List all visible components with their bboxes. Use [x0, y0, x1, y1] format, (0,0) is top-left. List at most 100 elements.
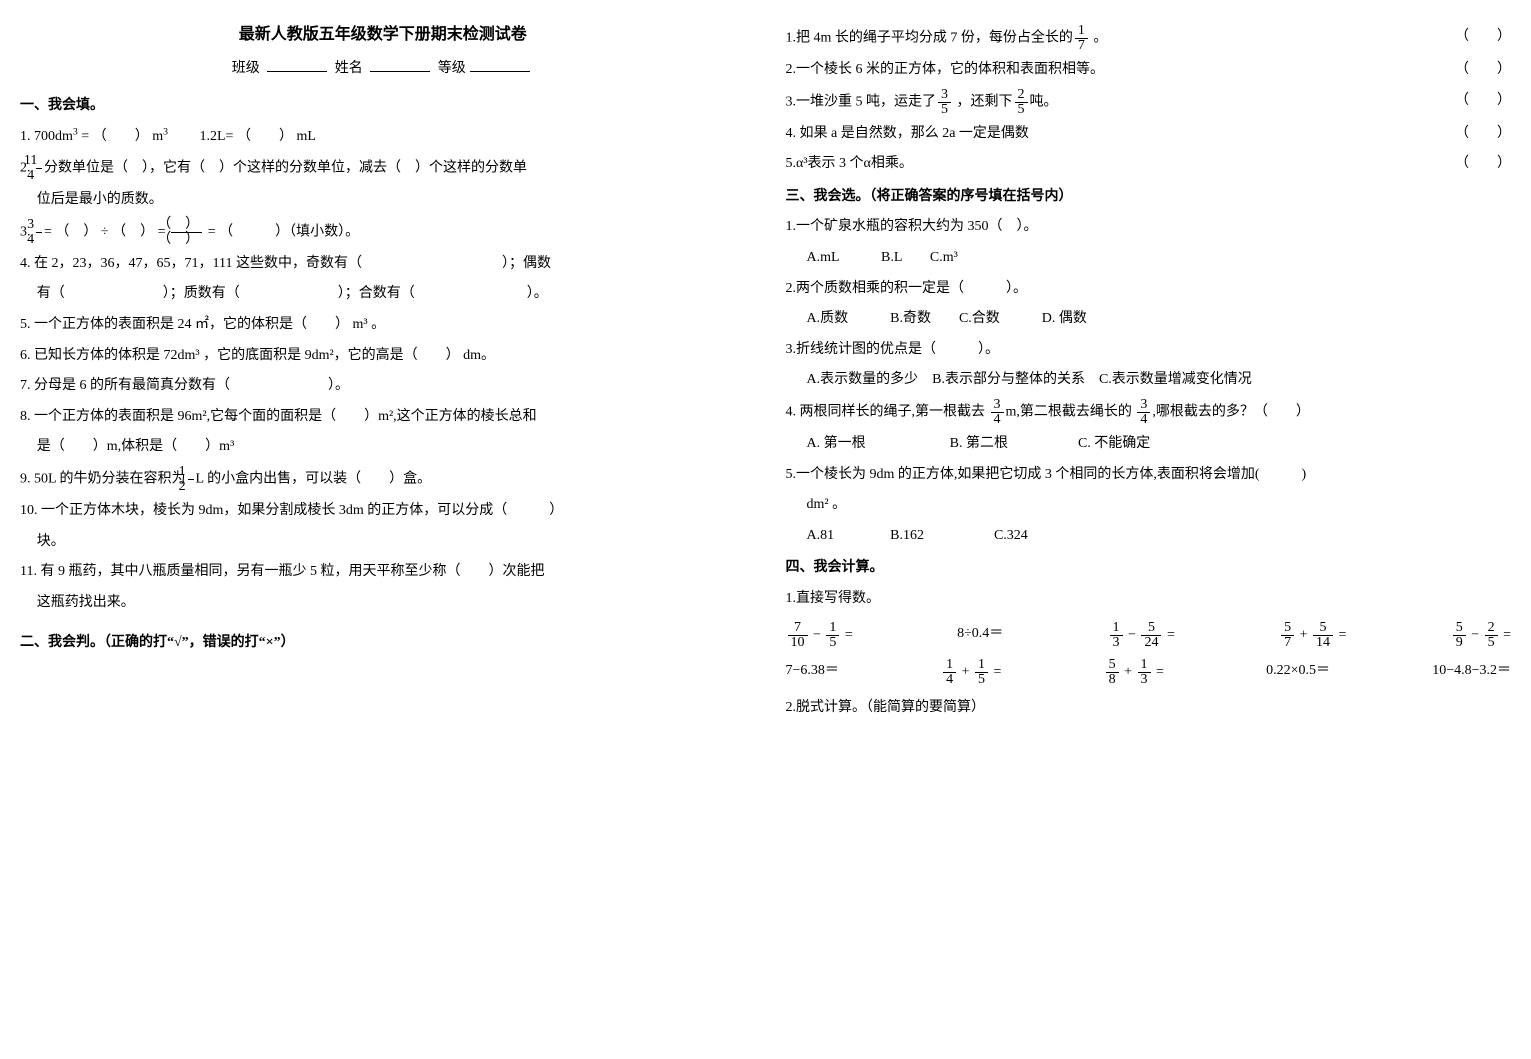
expr-2: 14 + 15 =	[941, 658, 1001, 687]
den: 4	[991, 412, 1004, 427]
exam-title: 最新人教版五年级数学下册期末检测试卷	[20, 20, 746, 50]
left-column: 最新人教版五年级数学下册期末检测试卷 班级 姓名 等级 一、我会填。 1. 70…	[20, 20, 746, 725]
den: 4	[36, 168, 42, 183]
frac: 25	[1485, 621, 1498, 650]
frac-1-7: 17	[1075, 24, 1088, 53]
q3-5-opts: A.81 B.162 C.324	[786, 523, 1512, 550]
q1-8: 8. 一个正方体的表面积是 96m²,它每个面的面积是（ ）m²,这个正方体的棱…	[20, 404, 746, 431]
expr-4: 0.22×0.5＝	[1266, 658, 1330, 687]
q3-4-a: 4. 两根同样长的绳子,第一根截去	[786, 405, 989, 420]
q2-1-a: 1.把 4m 长的绳子平均分成 7 份，每份占全长的	[786, 31, 1073, 46]
blank-grade	[470, 58, 530, 72]
label-name: 姓名	[335, 61, 363, 76]
den: 4	[943, 672, 956, 687]
section-1-head: 一、我会填。	[20, 93, 746, 120]
den: 14	[1313, 635, 1333, 650]
eq: =	[841, 627, 852, 642]
paren: （ ）	[1455, 24, 1511, 51]
op: −	[1468, 627, 1483, 642]
q2-3-a: 3.一堆沙重 5 吨，运走了	[786, 94, 937, 109]
den: 3	[1138, 672, 1151, 687]
q2-5: 5.α³表示 3 个α相乘。 （ ）	[786, 151, 1512, 178]
section-4-head: 四、我会计算。	[786, 555, 1512, 582]
frac-3-4b: 34	[1137, 398, 1150, 427]
frac-3-4a: 34	[991, 398, 1004, 427]
section-2-head: 二、我会判。（正确的打“√”，错误的打“×”）	[20, 630, 746, 657]
num: 1	[188, 465, 194, 479]
q2-3-b: ，还剩下	[953, 94, 1013, 109]
paren: （ ）	[1455, 88, 1511, 115]
num: 5	[1453, 621, 1466, 635]
frac: 514	[1313, 621, 1333, 650]
den: 5	[1485, 635, 1498, 650]
num: 5	[1106, 658, 1119, 672]
q1-2: 2. 114分数单位是（ ），它有（ ）个这样的分数单位，减去（ ）个这样的分数…	[20, 154, 746, 183]
q1-2-b: 分数单位是（ ），它有（ ）个这样的分数单位，减去（ ）个这样的分数单	[44, 161, 527, 176]
q1-10-cont: 块。	[20, 529, 746, 556]
op: −	[1125, 627, 1140, 642]
label-grade: 等级	[438, 61, 466, 76]
q3-5: 5.一个棱长为 9dm 的正方体,如果把它切成 3 个相同的长方体,表面积将会增…	[786, 462, 1512, 489]
frac: 15	[975, 658, 988, 687]
q1-5: 5. 一个正方体的表面积是 24 ㎡，它的体积是（ ） m³ 。	[20, 312, 746, 339]
q1-3-c: = （ ）（填小数）。	[204, 224, 359, 239]
frac-1-2: 12	[188, 465, 194, 494]
den: 24	[1141, 635, 1161, 650]
den: 4	[36, 232, 42, 247]
expr-1: 710 − 15 =	[786, 621, 853, 650]
paren: （ ）	[1455, 151, 1511, 178]
eq: =	[990, 664, 1001, 679]
frac-3-5: 35	[938, 88, 951, 117]
eq: =	[1153, 664, 1164, 679]
page: 最新人教版五年级数学下册期末检测试卷 班级 姓名 等级 一、我会填。 1. 70…	[20, 20, 1511, 725]
num: 5	[1281, 621, 1294, 635]
frac-11-4: 114	[36, 154, 42, 183]
num: 1	[1075, 24, 1088, 38]
calc-row-2: 7−6.38＝ 14 + 15 = 58 + 13 = 0.22×0.5＝ 10…	[786, 658, 1512, 687]
q3-3: 3.折线统计图的优点是（ ）。	[786, 337, 1512, 364]
eq: =	[1163, 627, 1174, 642]
q3-4-b: m,第二根截去绳长的	[1006, 405, 1136, 420]
q3-4-opts: A. 第一根 B. 第二根 C. 不能确定	[786, 431, 1512, 458]
frac: 13	[1138, 658, 1151, 687]
q2-4: 4. 如果 a 是自然数，那么 2a 一定是偶数 （ ）	[786, 121, 1512, 148]
expr-5: 59 − 25 =	[1451, 621, 1511, 650]
num: 3	[938, 88, 951, 102]
expr-3: 13 − 524 =	[1108, 621, 1175, 650]
den: 8	[1106, 672, 1119, 687]
frac: 710	[788, 621, 808, 650]
num: 1	[943, 658, 956, 672]
q1-1-text-b: = （ ） m	[81, 129, 163, 144]
q3-2: 2.两个质数相乘的积一定是（ ）。	[786, 276, 1512, 303]
num: 7	[788, 621, 808, 635]
expr-4: 57 + 514 =	[1279, 621, 1346, 650]
q3-5-cont: dm² 。	[786, 492, 1512, 519]
q4-sub2: 2.脱式计算。（能简算的要简算）	[786, 695, 1512, 722]
info-line: 班级 姓名 等级	[20, 56, 746, 83]
frac: 524	[1141, 621, 1161, 650]
num: 11	[36, 154, 42, 168]
q3-3-opts: A.表示数量的多少 B.表示部分与整体的关系 C.表示数量增减变化情况	[786, 367, 1512, 394]
den: 5	[938, 102, 951, 117]
num: （ ）	[171, 218, 202, 232]
den: 7	[1281, 635, 1294, 650]
q2-2-text: 2.一个棱长 6 米的正方体，它的体积和表面积相等。	[786, 62, 1105, 77]
blank-name	[370, 58, 430, 72]
num: 1	[975, 658, 988, 672]
q1-8-cont: 是（ ）m,体积是（ ）m³	[20, 434, 746, 461]
frac: 13	[1110, 621, 1123, 650]
frac-2-5: 25	[1015, 88, 1028, 117]
q1-4: 4. 在 2，23，36，47，65，71，111 这些数中，奇数有（ ）；偶数	[20, 251, 746, 278]
q1-11-cont: 这瓶药找出来。	[20, 590, 746, 617]
den: 9	[1453, 635, 1466, 650]
op: +	[958, 664, 973, 679]
q3-1-opts: A.mL B.L C.m³	[786, 245, 1512, 272]
q2-4-text: 4. 如果 a 是自然数，那么 2a 一定是偶数	[786, 126, 1029, 141]
q1-9-a: 9. 50L 的牛奶分装在容积为	[20, 472, 186, 487]
eq: =	[1335, 627, 1346, 642]
den: 5	[1015, 102, 1028, 117]
q1-11: 11. 有 9 瓶药，其中八瓶质量相同，另有一瓶少 5 粒，用天平称至少称（ ）…	[20, 559, 746, 586]
sup-3: 3	[163, 126, 168, 137]
q1-1-text-c: 1.2L= （ ） mL	[172, 129, 316, 144]
den: 4	[1137, 412, 1150, 427]
